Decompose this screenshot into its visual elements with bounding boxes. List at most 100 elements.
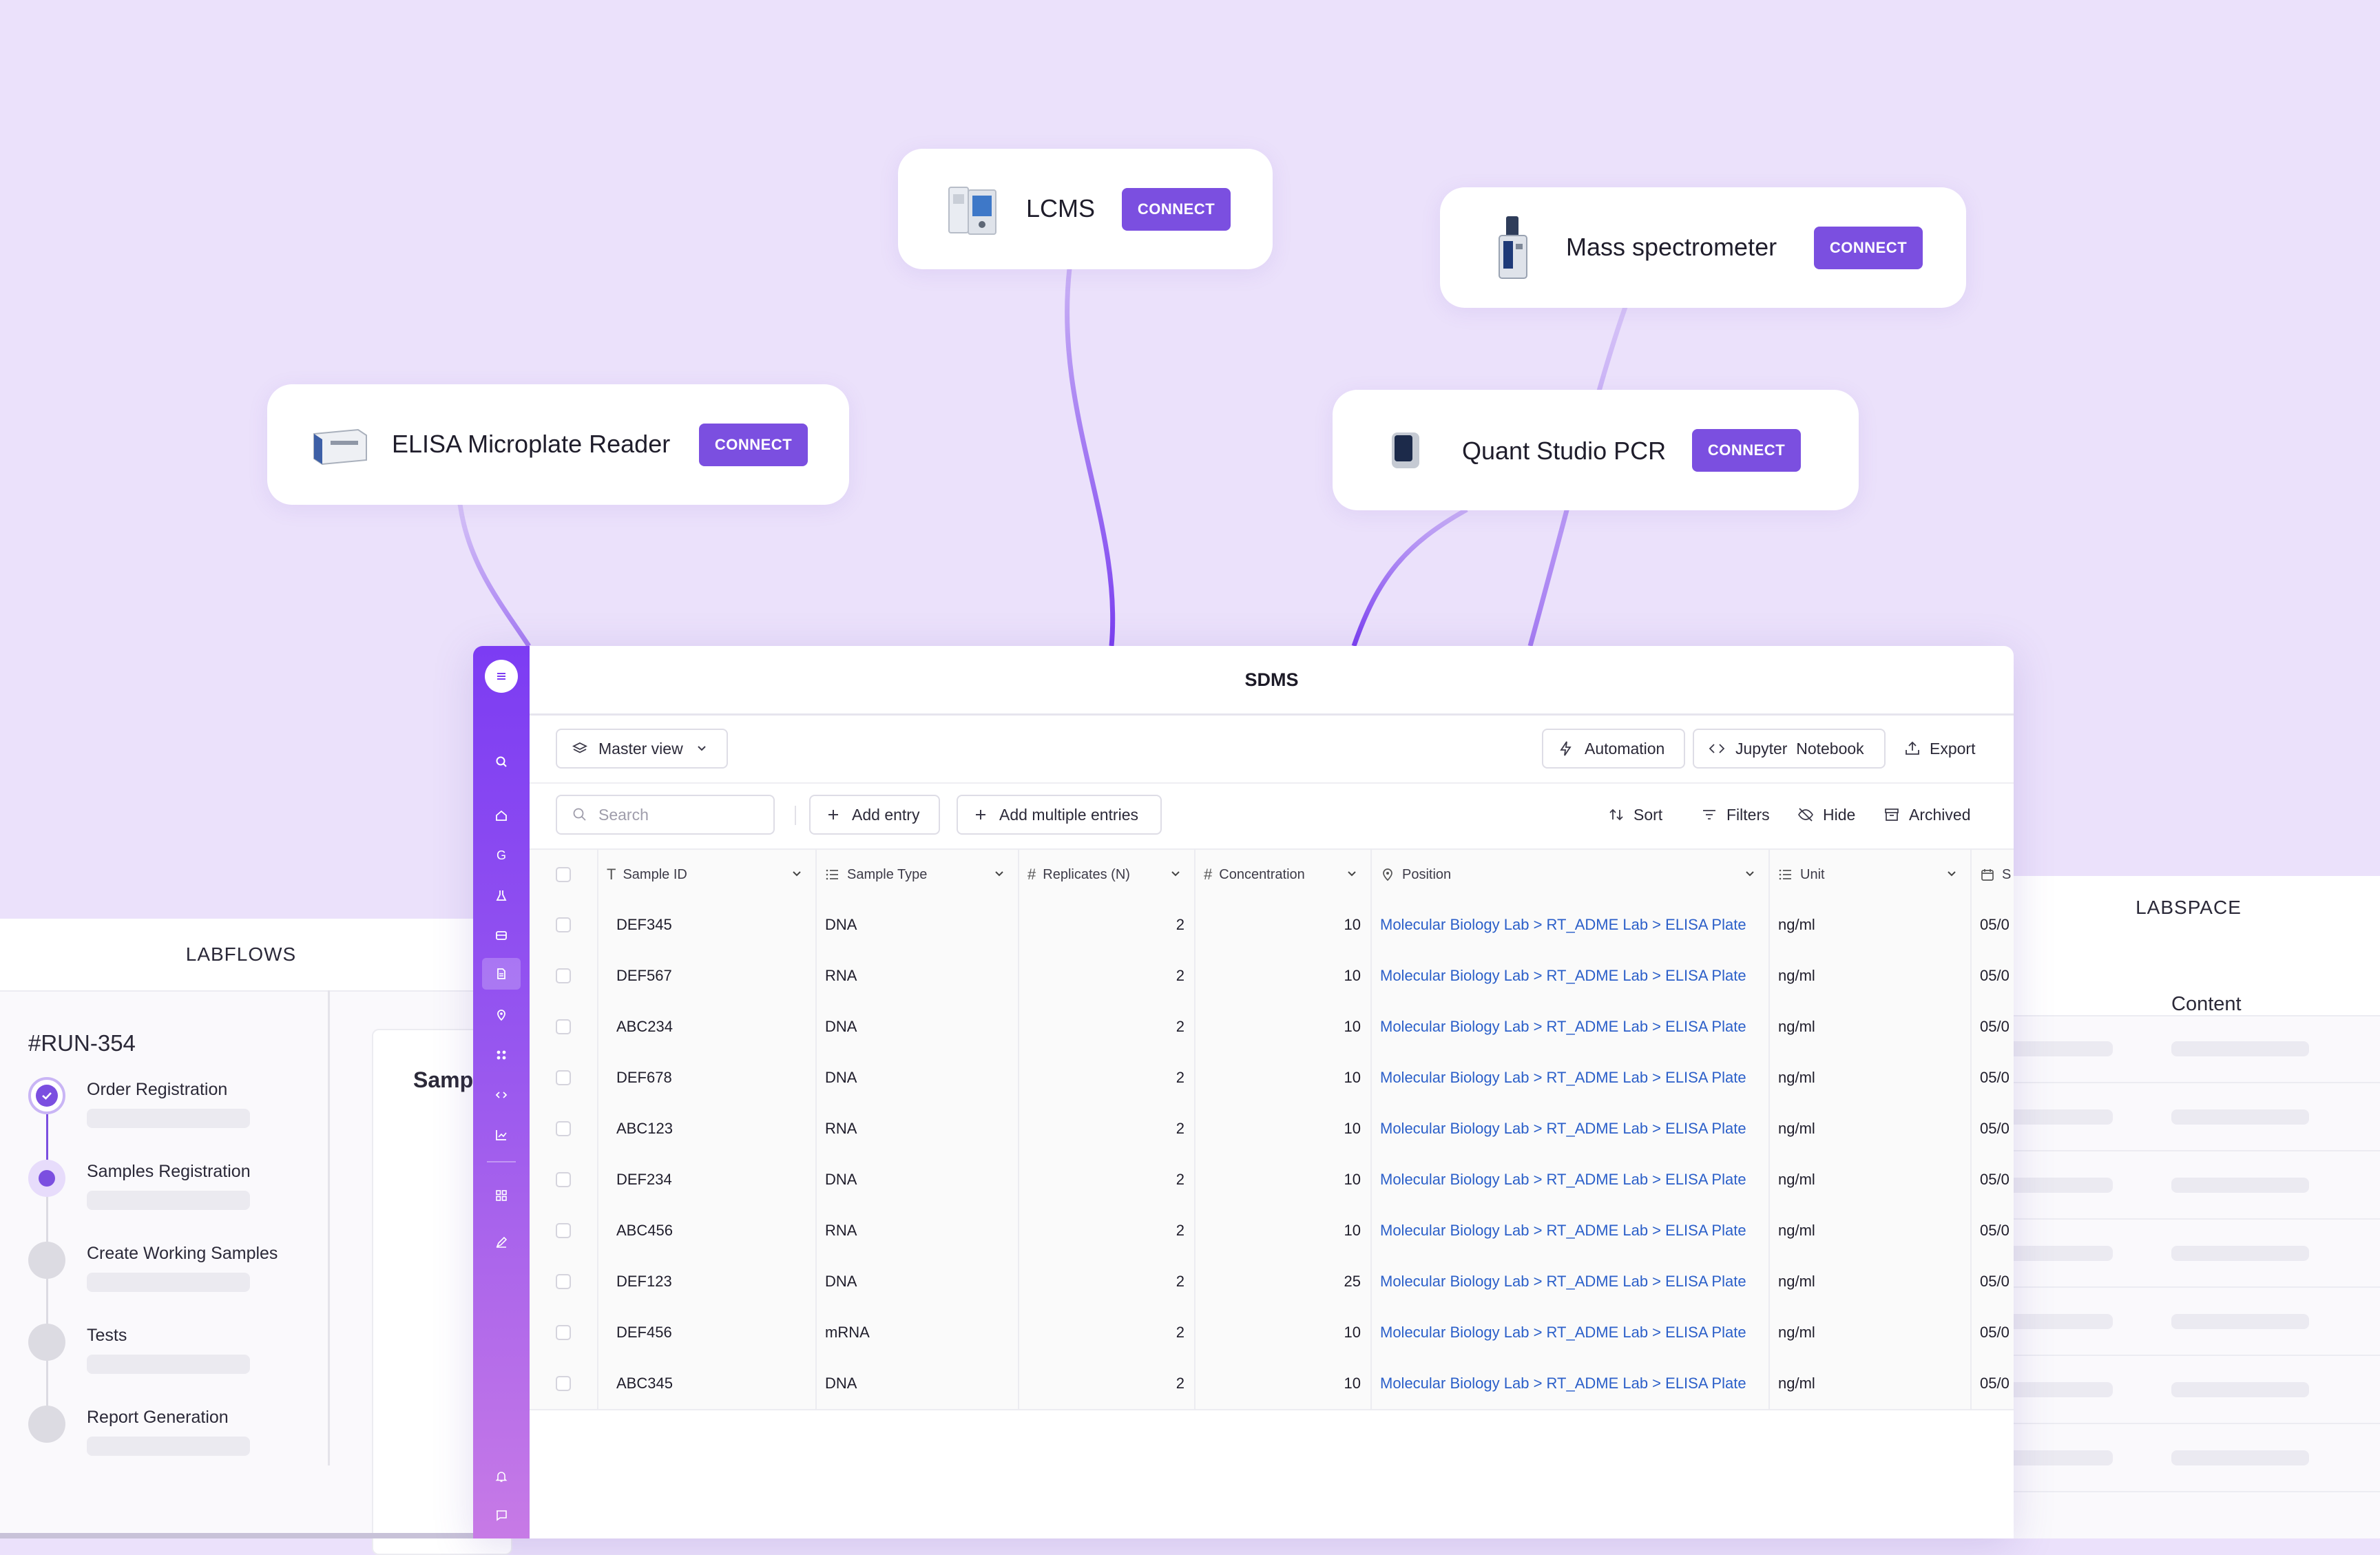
- row-checkbox-cell[interactable]: [530, 1052, 598, 1103]
- chevron-down-icon: [1171, 871, 1180, 877]
- cell-id: DEF123: [598, 1256, 817, 1307]
- device-card-elisa-microplate-reader: ELISA Microplate Reader CONNECT: [267, 384, 849, 505]
- cell-id: ABC123: [598, 1103, 817, 1154]
- select-all-checkbox-cell[interactable]: [530, 850, 598, 899]
- add-entry-button[interactable]: Add entry: [809, 795, 940, 835]
- cell-unit: ng/ml: [1770, 1154, 1972, 1205]
- connect-button[interactable]: CONNECT: [699, 424, 808, 466]
- row-checkbox[interactable]: [556, 1223, 571, 1238]
- cell-position[interactable]: Molecular Biology Lab > RT_ADME Lab > EL…: [1372, 1154, 1770, 1205]
- chart-icon[interactable]: [488, 1121, 515, 1149]
- row-checkbox-cell[interactable]: [530, 1256, 598, 1307]
- export-button[interactable]: Export: [1903, 729, 1975, 769]
- cell-position[interactable]: Molecular Biology Lab > RT_ADME Lab > EL…: [1372, 1358, 1770, 1409]
- table-row[interactable]: DEF123 DNA 2 25 Molecular Biology Lab > RT_A…: [530, 1256, 2014, 1308]
- document-icon[interactable]: [482, 958, 521, 990]
- cell-position[interactable]: Molecular Biology Lab > RT_ADME Lab > EL…: [1372, 950, 1770, 1001]
- wire-lcms: [1065, 268, 1116, 647]
- home-icon[interactable]: [488, 802, 515, 829]
- view-select[interactable]: Master view: [556, 729, 728, 769]
- grid-icon[interactable]: [488, 1182, 515, 1209]
- row-checkbox-cell[interactable]: [530, 950, 598, 1001]
- chat-icon[interactable]: [488, 1501, 515, 1529]
- cell-position[interactable]: Molecular Biology Lab > RT_ADME Lab > EL…: [1372, 1103, 1770, 1154]
- menu-icon[interactable]: [485, 660, 518, 693]
- connect-button[interactable]: CONNECT: [1814, 227, 1923, 269]
- row-checkbox[interactable]: [556, 1376, 571, 1391]
- row-checkbox[interactable]: [556, 1274, 571, 1289]
- column-concentration[interactable]: # Concentration: [1196, 850, 1372, 899]
- cell-position[interactable]: Molecular Biology Lab > RT_ADME Lab > EL…: [1372, 1256, 1770, 1307]
- table-row[interactable]: DEF456 mRNA 2 10 Molecular Biology Lab > RT_…: [530, 1307, 2014, 1359]
- row-checkbox-cell[interactable]: [530, 1103, 598, 1154]
- labspace-row: [1997, 1082, 2380, 1083]
- content-label: Content: [2171, 993, 2242, 1015]
- search-icon[interactable]: [488, 748, 515, 775]
- table-row[interactable]: DEF345 DNA 2 10 Molecular Biology Lab > RT_A…: [530, 899, 2014, 952]
- cell-type: DNA: [817, 1154, 1019, 1205]
- pen-icon[interactable]: [488, 1229, 515, 1256]
- row-checkbox[interactable]: [556, 1325, 571, 1340]
- table-row[interactable]: ABC456 RNA 2 10 Molecular Biology Lab > RT_A…: [530, 1205, 2014, 1257]
- connect-button[interactable]: CONNECT: [1122, 188, 1231, 231]
- row-checkbox-cell[interactable]: [530, 1307, 598, 1358]
- number-type-icon: #: [1204, 866, 1213, 883]
- cell-position[interactable]: Molecular Biology Lab > RT_ADME Lab > EL…: [1372, 1205, 1770, 1256]
- connect-button[interactable]: CONNECT: [1692, 429, 1801, 472]
- table-row[interactable]: ABC123 RNA 2 10 Molecular Biology Lab > RT_A…: [530, 1103, 2014, 1156]
- jupyter-notebook-button[interactable]: Jupyter Notebook: [1693, 729, 1886, 769]
- cell-id: ABC345: [598, 1358, 817, 1409]
- apps-icon[interactable]: [488, 1041, 515, 1069]
- column-position[interactable]: Position: [1372, 850, 1770, 899]
- row-checkbox[interactable]: [556, 968, 571, 983]
- cell-position[interactable]: Molecular Biology Lab > RT_ADME Lab > EL…: [1372, 1001, 1770, 1052]
- row-checkbox-cell[interactable]: [530, 1358, 598, 1409]
- row-checkbox[interactable]: [556, 1121, 571, 1136]
- cell-replicates: 2: [1019, 1358, 1196, 1409]
- table-row[interactable]: DEF678 DNA 2 10 Molecular Biology Lab > RT_A…: [530, 1052, 2014, 1105]
- column-date[interactable]: S: [1972, 850, 2014, 899]
- column-replicates[interactable]: # Replicates (N): [1019, 850, 1196, 899]
- cell-position[interactable]: Molecular Biology Lab > RT_ADME Lab > EL…: [1372, 899, 1770, 950]
- hide-button[interactable]: Hide: [1797, 795, 1855, 835]
- inbox-icon[interactable]: [488, 921, 515, 949]
- g-icon[interactable]: G: [496, 848, 506, 862]
- column-unit[interactable]: Unit: [1770, 850, 1972, 899]
- row-checkbox-cell[interactable]: [530, 1205, 598, 1256]
- table-row[interactable]: ABC234 DNA 2 10 Molecular Biology Lab > RT_A…: [530, 1001, 2014, 1054]
- bell-icon[interactable]: [488, 1463, 515, 1490]
- row-checkbox-cell[interactable]: [530, 1154, 598, 1205]
- table-row[interactable]: DEF234 DNA 2 10 Molecular Biology Lab > RT_A…: [530, 1154, 2014, 1207]
- row-checkbox[interactable]: [556, 917, 571, 932]
- toolbar-divider: [530, 782, 2014, 784]
- cell-unit: ng/ml: [1770, 1103, 1972, 1154]
- lcms-instrument-icon: [948, 187, 996, 235]
- select-all-checkbox[interactable]: [556, 867, 571, 882]
- row-checkbox[interactable]: [556, 1172, 571, 1187]
- column-sample-type[interactable]: Sample Type: [817, 850, 1019, 899]
- sort-icon: [1607, 806, 1625, 824]
- flask-icon[interactable]: [488, 881, 515, 909]
- column-sample-id[interactable]: T Sample ID: [598, 850, 817, 899]
- content-header-row: [1997, 939, 2380, 1016]
- mass-spectrometer-icon: [1499, 216, 1527, 279]
- code-icon[interactable]: [488, 1081, 515, 1109]
- archived-button[interactable]: Archived: [1883, 795, 1970, 835]
- location-icon[interactable]: [488, 1001, 515, 1029]
- table-row[interactable]: ABC345 DNA 2 10 Molecular Biology Lab > RT_A…: [530, 1358, 2014, 1410]
- cell-date: 05/0: [1980, 1120, 2010, 1137]
- cell-replicates: 2: [1019, 1103, 1196, 1154]
- add-multiple-entries-button[interactable]: Add multiple entries: [957, 795, 1162, 835]
- row-checkbox[interactable]: [556, 1070, 571, 1085]
- table-row[interactable]: DEF567 RNA 2 10 Molecular Biology Lab > RT_A…: [530, 950, 2014, 1003]
- row-checkbox-cell[interactable]: [530, 1001, 598, 1052]
- filters-button[interactable]: Filters: [1700, 795, 1770, 835]
- automation-button[interactable]: Automation: [1542, 729, 1685, 769]
- row-checkbox-cell[interactable]: [530, 899, 598, 950]
- search-input[interactable]: Search: [556, 795, 775, 835]
- row-checkbox[interactable]: [556, 1019, 571, 1034]
- cell-position[interactable]: Molecular Biology Lab > RT_ADME Lab > EL…: [1372, 1307, 1770, 1358]
- sort-button[interactable]: Sort: [1607, 795, 1662, 835]
- cell-position[interactable]: Molecular Biology Lab > RT_ADME Lab > EL…: [1372, 1052, 1770, 1103]
- step-pending-icon: [28, 1406, 65, 1443]
